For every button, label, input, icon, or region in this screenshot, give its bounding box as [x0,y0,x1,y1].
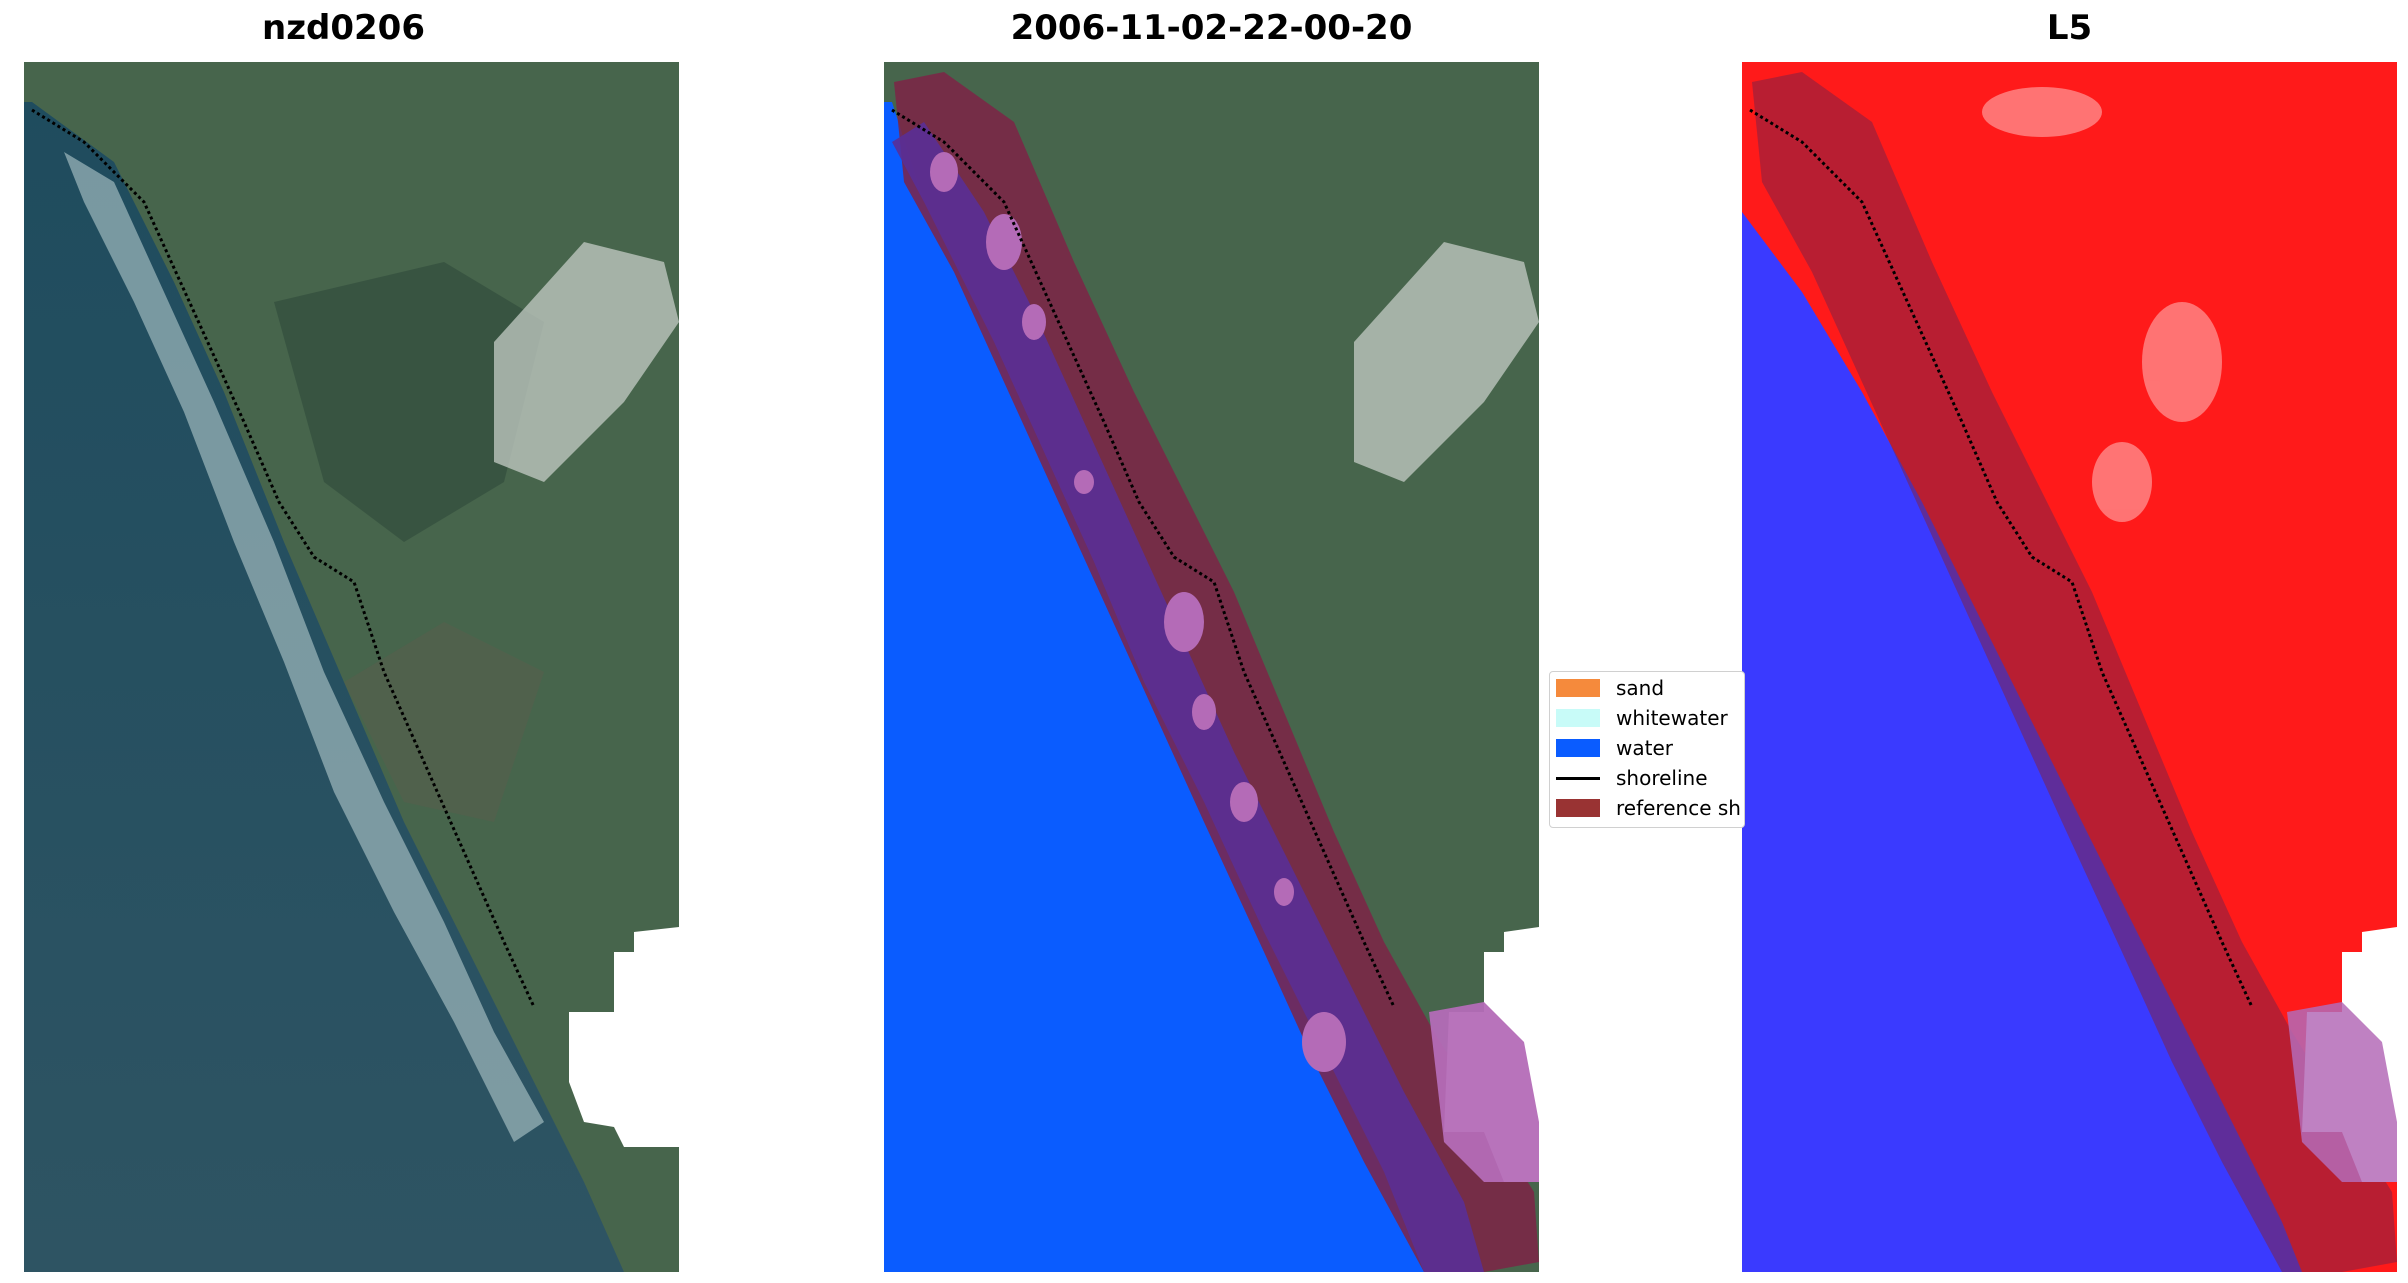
nodata-area [569,927,679,1147]
title-left: nzd0206 [262,8,425,48]
reference-swatch [1556,799,1600,817]
shoreline-line-center [891,108,1396,1008]
classification-panel [884,62,1539,1272]
legend-label-water: water [1616,736,1673,760]
land-darker-patch [274,262,544,542]
shoreline-swatch [1556,776,1600,780]
legend-label-shoreline: shoreline [1616,766,1708,790]
legend-label-whitewater: whitewater [1616,706,1728,730]
whitewater-patches [930,152,1346,1072]
surf-zone [64,152,544,1142]
water-swatch [1556,739,1600,757]
legend-item-whitewater: whitewater [1556,704,1728,732]
legend-label-sand: sand [1616,676,1665,700]
shoreline-line-right [1749,108,2254,1008]
index-light-patches [1982,87,2222,522]
title-right: L5 [2046,8,2093,48]
sand-swatch [1556,679,1600,697]
legend-item-shoreline: shoreline [1556,764,1708,792]
whitewater-swatch [1556,709,1600,727]
shoreline-line [31,108,536,1008]
legend-item-sand: sand [1556,674,1664,702]
legend-label-reference: reference sh [1616,796,1741,820]
rgb-image-panel [24,62,679,1272]
index-panel [1742,62,2397,1272]
title-center: 2006-11-02-22-00-20 [1010,8,1413,48]
buffer-over-water [892,122,1484,1272]
legend: sand whitewater water shoreline referenc… [1549,671,1745,828]
legend-item-water: water [1556,734,1673,762]
water-class-area [884,102,1424,1272]
cloud-patch [494,242,679,482]
land-brown-patch [344,622,544,822]
legend-item-reference: reference sh [1556,794,1741,822]
index-end-cap [2287,1002,2397,1182]
buffer-end-cap [1429,1002,1539,1182]
